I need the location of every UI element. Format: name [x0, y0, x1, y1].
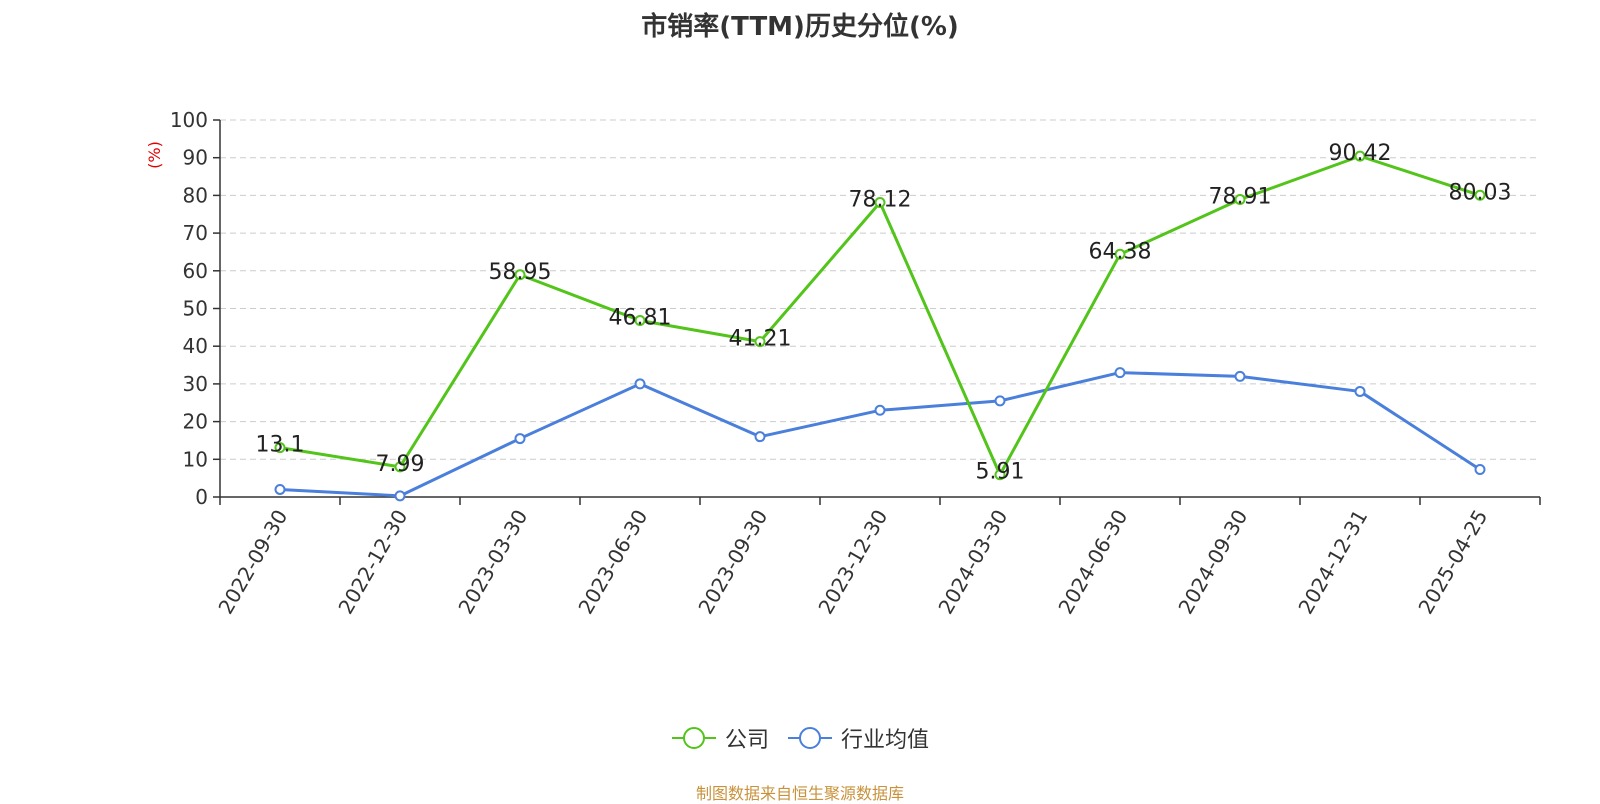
legend-industry-marker: [788, 727, 832, 749]
data-point-company: [1114, 248, 1126, 260]
data-point-industry: [1234, 370, 1246, 382]
data-point-industry: [994, 395, 1006, 407]
data-point-industry: [874, 404, 886, 416]
data-label-company: 13.1: [256, 433, 305, 458]
data-point-industry: [1114, 367, 1126, 379]
data-label-company: 80.03: [1449, 180, 1512, 205]
x-tick-label: 2024-06-30: [1053, 506, 1132, 619]
data-point-company: [994, 469, 1006, 481]
legend: 公司 行业均值: [0, 722, 1600, 754]
legend-company-marker: [671, 727, 716, 749]
series-line-industry: [279, 371, 1481, 498]
x-tick-label: 2024-03-30: [933, 506, 1012, 619]
legend-item-industry[interactable]: 行业均值: [787, 722, 929, 754]
y-tick-label: 80: [183, 183, 208, 207]
y-tick-label: 100: [170, 108, 208, 132]
data-point-company: [1234, 194, 1246, 206]
data-point-industry: [514, 433, 526, 445]
data-point-industry: [754, 431, 766, 443]
x-tick-label: 2024-09-30: [1173, 506, 1252, 619]
data-point-company: [274, 442, 286, 454]
data-point-company: [514, 269, 526, 281]
y-axis-label: (%): [145, 141, 164, 169]
data-label-company: 90.42: [1329, 141, 1392, 166]
y-tick-label: 20: [183, 410, 208, 434]
source-note: 制图数据来自恒生聚源数据库: [695, 784, 904, 803]
y-tick-label: 0: [195, 485, 208, 509]
data-point-company: [874, 196, 886, 208]
data-label-company: 7.99: [376, 452, 425, 477]
data-point-industry: [634, 378, 646, 390]
y-tick-label: 60: [183, 259, 208, 283]
x-tick-label: 2024-12-31: [1293, 506, 1372, 619]
data-label-company: 58.95: [489, 260, 552, 285]
x-tick-label: 2022-09-30: [213, 506, 292, 619]
legend-item-company[interactable]: 公司: [671, 722, 769, 754]
data-point-company: [394, 461, 406, 473]
data-point-industry: [394, 490, 406, 502]
data-point-industry: [274, 483, 286, 495]
x-tick-label: 2023-03-30: [453, 506, 532, 619]
y-tick-label: 70: [183, 221, 208, 245]
data-label-company: 64.38: [1089, 239, 1152, 264]
data-point-company: [634, 315, 646, 327]
data-label-company: 5.91: [976, 460, 1025, 485]
data-point-industry: [1474, 463, 1486, 475]
y-tick-label: 30: [183, 372, 208, 396]
y-tick-label: 50: [183, 297, 208, 321]
x-tick-label: 2025-04-25: [1413, 506, 1492, 619]
data-point-industry: [1354, 385, 1366, 397]
data-label-company: 46.81: [609, 306, 672, 331]
y-tick-label: 90: [183, 146, 208, 170]
legend-label-industry: 行业均值: [841, 728, 930, 753]
data-point-company: [754, 336, 766, 348]
x-tick-label: 2023-06-30: [573, 506, 652, 619]
data-label-company: 41.21: [729, 327, 792, 352]
y-tick-label: 10: [183, 447, 208, 471]
data-point-company: [1474, 189, 1486, 201]
x-tick-label: 2023-12-30: [813, 506, 892, 619]
legend-label-company: 公司: [724, 728, 769, 753]
data-point-company: [1354, 150, 1366, 162]
data-label-company: 78.12: [849, 187, 912, 212]
x-tick-label: 2023-09-30: [693, 506, 772, 619]
y-tick-label: 40: [183, 334, 208, 358]
chart-title: 市销率(TTM)历史分位(%): [641, 12, 959, 42]
x-tick-label: 2022-12-30: [333, 506, 412, 619]
data-label-company: 78.91: [1209, 185, 1272, 210]
